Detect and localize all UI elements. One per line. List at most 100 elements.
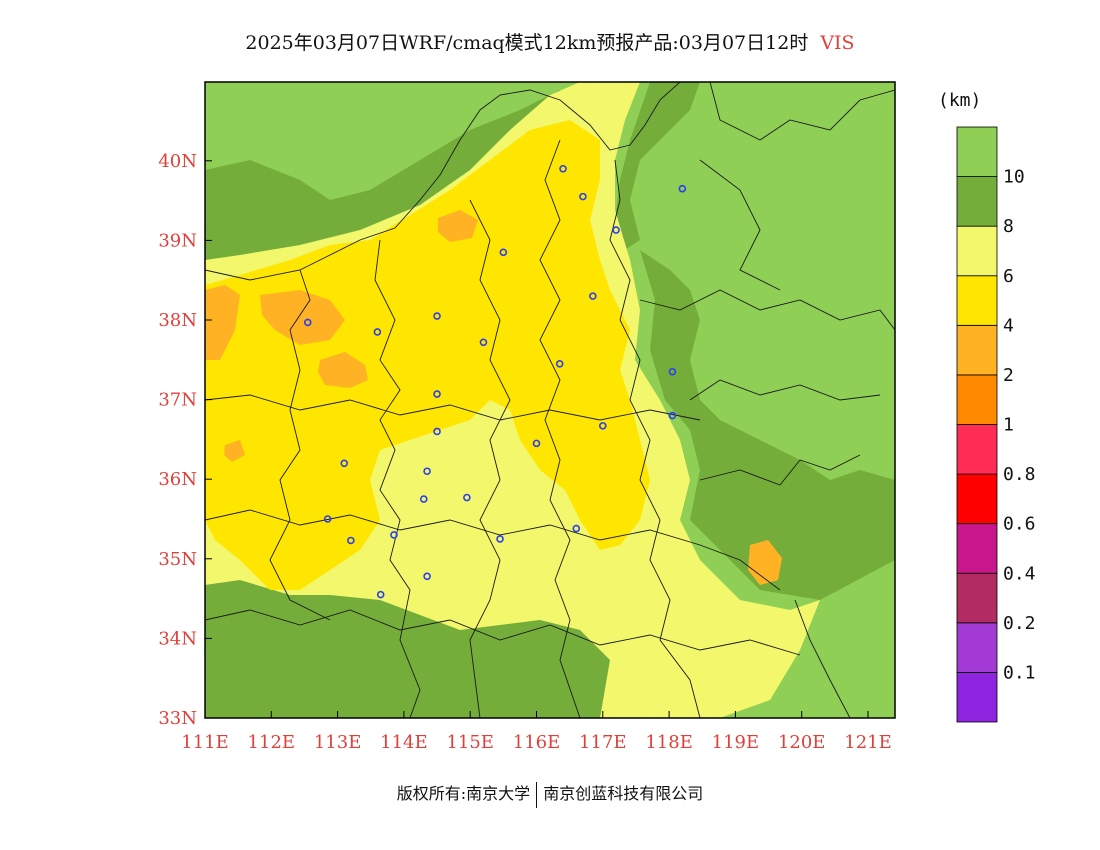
boundary-line [709, 82, 895, 141]
lat-tick-label: 36N [158, 469, 197, 490]
station-marker [373, 328, 382, 336]
colorbar-label: 0.6 [1003, 514, 1036, 535]
region-vis-2-4-f [224, 440, 245, 462]
lat-tick-label: 39N [158, 230, 197, 251]
boundary-line [374, 239, 421, 718]
station-marker [323, 515, 332, 523]
station-marker [555, 359, 564, 368]
colorbar-swatch [956, 374, 998, 425]
region-vis-2-4-a [205, 285, 240, 360]
station-marker [496, 535, 504, 543]
lat-ticks: 33N 34N 35N 36N 37N 38N 39N 40N [158, 151, 212, 729]
colorbar-label: 0.4 [1003, 563, 1036, 584]
lat-tick-label: 38N [158, 310, 197, 331]
station-marker [463, 493, 471, 502]
colorbar-swatch [956, 176, 998, 227]
station-marker [340, 459, 349, 468]
region-vis-8-10-south [205, 570, 650, 718]
region-vis-2-4-d [438, 210, 478, 242]
colorbar-label: 2 [1003, 365, 1014, 386]
lon-ticks: 111E 112E 113E 114E 115E 116E 117E 118E 119E 120E… [181, 711, 892, 753]
boundary-line [205, 394, 701, 421]
colorbar-label: 6 [1003, 266, 1014, 287]
colorbar-swatch [956, 126, 998, 177]
title-main: 2025年03月07日WRF/cmaq模式12km预报产品:03月07日12时 [245, 32, 809, 54]
lat-tick-label: 35N [158, 549, 197, 570]
lon-tick-label: 119E [712, 732, 760, 753]
boundary-line [205, 609, 801, 656]
lon-tick-label: 117E [579, 732, 627, 753]
station-marker [347, 536, 355, 545]
map-title: 2025年03月07日WRF/cmaq模式12km预报产品:03月07日12时 V… [0, 28, 1100, 55]
region-vis-2-4-b [260, 290, 345, 345]
boundary-line [539, 139, 581, 718]
station-marker [579, 192, 587, 201]
boundary-line [699, 454, 861, 486]
boundary-line [269, 269, 331, 621]
boundary-line [689, 379, 881, 401]
boundary-line [639, 289, 895, 331]
station-marker [419, 495, 428, 503]
station-marker [532, 439, 541, 448]
colorbar-swatch [956, 622, 998, 673]
boundary-line [205, 82, 681, 281]
colorbar-label: 10 [1003, 167, 1025, 188]
boundary-line [794, 599, 851, 718]
legend-unit: (km) [938, 90, 982, 111]
colorbar-swatch [956, 572, 998, 624]
boundary-line [469, 199, 511, 718]
lat-tick-label: 34N [158, 628, 197, 649]
region-vis-8-10-northeast [615, 82, 700, 250]
region-vis-2-4-c [318, 352, 368, 388]
lat-tick-label: 33N [158, 708, 197, 729]
colorbar-label: 0.1 [1003, 662, 1036, 683]
station-marker [668, 411, 677, 420]
colorbar-swatch [956, 672, 998, 723]
region-vis-8-10-coast [640, 250, 895, 600]
footer-separator [536, 781, 538, 808]
lat-tick-label: 37N [158, 390, 197, 411]
station-marker [303, 318, 312, 327]
station-marker [390, 531, 398, 539]
boundary-line [609, 159, 701, 718]
region-vis-4-6 [205, 120, 650, 590]
region-vis-8-10-north [205, 90, 560, 280]
station-marker [423, 572, 431, 581]
colorbar: 0.1 0.2 0.4 0.6 0.8 1 2 4 6 8 10 [956, 126, 1036, 723]
station-marker [612, 226, 620, 234]
station-marker [423, 467, 431, 476]
station-marker [678, 184, 687, 193]
lon-tick-label: 118E [645, 732, 693, 753]
station-marker [589, 292, 597, 300]
lon-tick-label: 114E [380, 732, 428, 753]
lon-tick-label: 120E [778, 732, 826, 753]
lon-tick-label: 111E [181, 732, 229, 753]
station-marker [433, 312, 441, 320]
station-marker [479, 338, 488, 347]
colorbar-label: 0.2 [1003, 613, 1036, 634]
colorbar-swatch [956, 424, 998, 475]
lon-tick-label: 121E [844, 732, 892, 753]
lat-tick-label: 40N [158, 151, 197, 172]
footer-right: 南京创蓝科技有限公司 [543, 784, 704, 803]
boundary-line [205, 509, 781, 591]
station-markers [303, 164, 687, 599]
colorbar-label: 4 [1003, 315, 1014, 336]
station-marker [559, 164, 567, 173]
footer-left: 版权所有:南京大学 [396, 784, 531, 803]
colorbar-swatch [956, 275, 998, 326]
lon-tick-label: 116E [513, 732, 561, 753]
colorbar-swatch [956, 473, 998, 525]
lon-tick-label: 115E [446, 732, 494, 753]
station-marker [668, 367, 677, 376]
station-marker [433, 427, 441, 436]
boundary-line [699, 159, 781, 291]
station-marker [376, 590, 385, 599]
colorbar-swatch [956, 523, 998, 574]
title-variable: VIS [820, 32, 855, 54]
station-marker [598, 422, 607, 430]
colorbar-swatch [956, 324, 998, 376]
station-marker [433, 390, 441, 398]
colorbar-label: 1 [1003, 415, 1014, 436]
